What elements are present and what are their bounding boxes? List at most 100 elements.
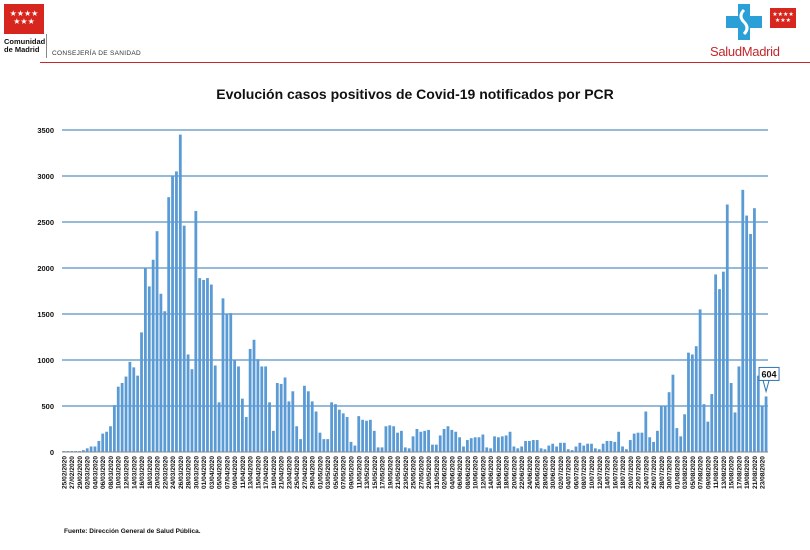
x-tick-label: 03/04/2020	[209, 456, 216, 489]
bar	[310, 401, 314, 452]
bar	[299, 439, 302, 452]
bar	[625, 449, 628, 452]
bar	[229, 313, 233, 452]
bar	[741, 189, 745, 453]
x-tick-label: 21/04/2020	[279, 456, 286, 489]
bar	[663, 406, 667, 452]
salud-flag-stars: ★★★★ ★★★	[772, 12, 794, 24]
y-tick-label: 2000	[37, 264, 54, 273]
bar	[485, 447, 489, 452]
bar	[617, 431, 621, 452]
y-tick-label: 1500	[37, 310, 54, 319]
bar	[341, 413, 345, 452]
bar	[473, 437, 477, 452]
bar	[151, 259, 155, 452]
bar	[171, 176, 174, 452]
x-tick-label: 03/08/2020	[682, 456, 689, 489]
bar	[186, 354, 190, 452]
bar	[458, 437, 462, 452]
bar	[539, 448, 543, 452]
bar	[497, 437, 500, 452]
bar	[714, 274, 718, 452]
x-tick-label: 04/07/2020	[566, 456, 573, 489]
x-tick-label: 26/03/2020	[178, 456, 185, 489]
bar	[671, 374, 675, 452]
x-tick-label: 23/05/2020	[403, 456, 410, 489]
bar	[597, 449, 601, 452]
bar	[706, 421, 710, 452]
x-tick-label: 01/05/2020	[317, 456, 324, 489]
x-tick-label: 28/07/2020	[659, 456, 666, 489]
bar	[551, 443, 555, 452]
x-tick-label: 06/07/2020	[573, 456, 580, 489]
bar	[609, 440, 613, 452]
bar	[516, 448, 520, 452]
bar	[93, 446, 97, 452]
x-tick-label: 05/08/2020	[690, 456, 697, 489]
bar	[272, 430, 275, 452]
bar	[136, 375, 140, 452]
x-tick-label: 30/06/2020	[550, 456, 557, 489]
x-tick-label: 22/06/2020	[519, 456, 526, 489]
x-tick-label: 31/05/2020	[434, 456, 441, 489]
bar	[434, 444, 438, 452]
bar	[318, 432, 322, 452]
bar	[388, 425, 392, 452]
bar	[446, 426, 450, 452]
comunidad-name-line1: Comunidad	[4, 37, 46, 46]
madrid-flag-icon: ★★★★ ★★★	[4, 4, 44, 34]
bar	[213, 365, 217, 452]
bar	[357, 416, 361, 452]
bar	[760, 406, 764, 452]
bar	[291, 391, 295, 452]
bar	[268, 402, 271, 452]
bar	[225, 314, 229, 452]
bar	[431, 444, 434, 452]
x-tick-label: 16/07/2020	[612, 456, 619, 489]
bar	[326, 439, 330, 452]
x-tick-label: 16/03/2020	[139, 456, 146, 489]
consejeria-label: CONSEJERÍA DE SANIDAD	[52, 50, 142, 57]
bar	[279, 383, 283, 452]
bar	[233, 360, 237, 452]
bar	[593, 448, 597, 452]
bar	[202, 279, 205, 452]
bar	[337, 409, 341, 452]
bar	[512, 446, 516, 452]
bar	[745, 215, 749, 452]
bar	[648, 437, 652, 452]
data-label-pointer	[762, 380, 770, 394]
x-tick-label: 01/08/2020	[674, 456, 681, 489]
bar	[407, 448, 411, 452]
bar	[493, 436, 496, 452]
chart-title: Evolución casos positivos de Covid-19 no…	[216, 86, 614, 102]
bar	[109, 426, 112, 452]
bar	[400, 430, 403, 452]
bar	[140, 332, 143, 452]
source-note: Fuente: Dirección General de Salud Públi…	[64, 528, 201, 535]
bar	[124, 376, 128, 452]
bar	[756, 375, 760, 452]
bar	[764, 396, 768, 452]
x-tick-label: 11/08/2020	[713, 456, 720, 489]
y-tick-label: 3500	[37, 126, 54, 135]
bar	[725, 204, 729, 452]
x-tick-label: 07/05/2020	[341, 456, 348, 489]
bar	[675, 428, 679, 452]
bar	[167, 197, 171, 452]
bar	[644, 411, 648, 452]
bar	[85, 448, 89, 452]
bar	[182, 225, 186, 452]
header-rule	[40, 62, 810, 63]
bar	[656, 430, 659, 452]
y-tick-label: 2500	[37, 218, 54, 227]
salud-madrid-logo: ★★★★ ★★★ SaludMadrid	[704, 2, 800, 62]
bar	[524, 440, 527, 452]
x-tick-label: 12/07/2020	[597, 456, 604, 489]
flag-stars: ★★★★ ★★★	[9, 9, 39, 26]
bar	[217, 402, 221, 452]
data-label: 604	[762, 369, 777, 379]
bar	[710, 394, 714, 452]
x-tick-label: 18/06/2020	[504, 456, 511, 489]
